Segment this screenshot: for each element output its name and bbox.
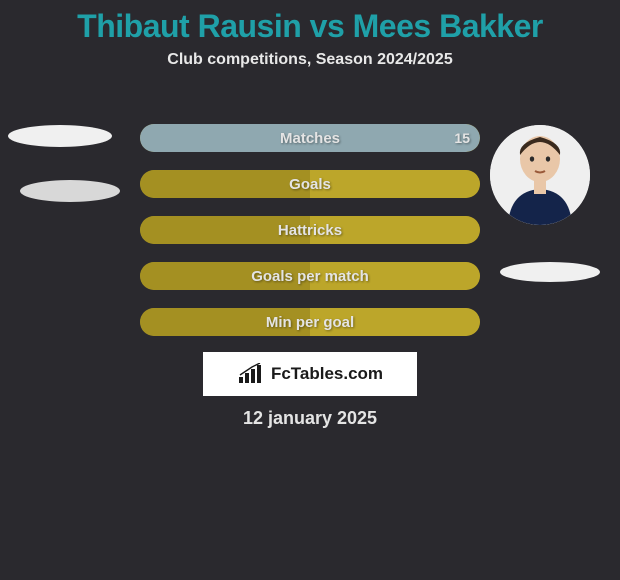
decorative-oval [8, 125, 112, 147]
date-text: 12 january 2025 [243, 408, 377, 428]
stat-bar: Min per goal [140, 308, 480, 336]
bar-value-right: 15 [454, 124, 470, 152]
comparison-bars: Matches15 Goals Hattricks Goals per match Mi… [140, 124, 480, 354]
title-text: Thibaut Rausin vs Mees Bakker [77, 8, 543, 44]
stat-bar: Hattricks [140, 216, 480, 244]
bar-label: Hattricks [140, 216, 480, 244]
decorative-oval [500, 262, 600, 282]
bar-label: Min per goal [140, 308, 480, 336]
stat-bar: Matches15 [140, 124, 480, 152]
stat-bar: Goals per match [140, 262, 480, 290]
subtitle-text: Club competitions, Season 2024/2025 [167, 51, 452, 68]
snapshot-date: 12 january 2025 [0, 408, 620, 429]
decorative-oval [20, 180, 120, 202]
stat-bar: Goals [140, 170, 480, 198]
logo-text: FcTables.com [271, 364, 383, 384]
bar-label: Goals per match [140, 262, 480, 290]
fctables-logo: FcTables.com [203, 352, 417, 396]
bar-label: Matches [140, 124, 480, 152]
subtitle: Club competitions, Season 2024/2025 [0, 51, 620, 69]
player-right-avatar [490, 125, 590, 225]
bar-label: Goals [140, 170, 480, 198]
page-title: Thibaut Rausin vs Mees Bakker [0, 0, 620, 45]
